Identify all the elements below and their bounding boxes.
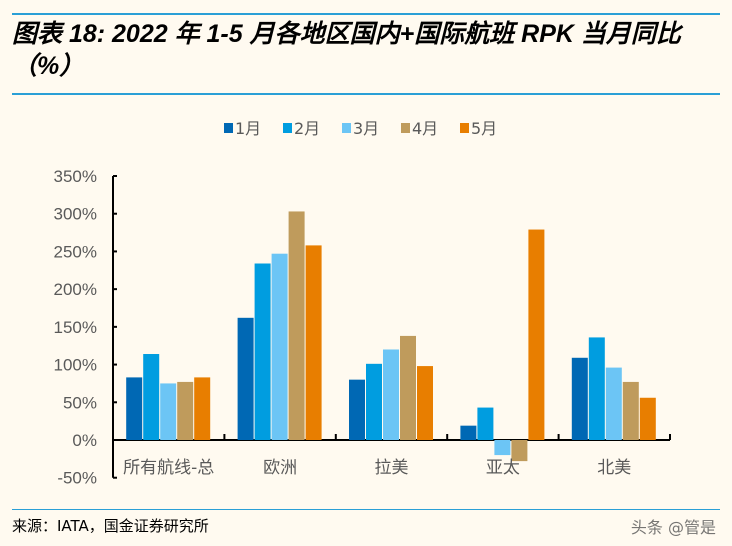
x-category-label: 北美 [597, 458, 631, 478]
legend-label: 1月 [235, 119, 261, 138]
bar-4-1 [177, 381, 194, 440]
bar-4-5 [622, 381, 639, 440]
source-note: 来源：IATA，国金证券研究所 [12, 517, 209, 535]
y-tick-label: 100% [54, 356, 97, 375]
y-tick-label: 250% [54, 242, 97, 261]
x-category-label: 亚太 [486, 458, 520, 478]
legend-label: 2月 [294, 119, 320, 138]
bar-2-5 [588, 337, 605, 440]
bar-4-3 [400, 335, 416, 440]
source-rule [12, 509, 720, 510]
bar-5-2 [305, 245, 322, 440]
bar-4-2 [288, 211, 305, 440]
bar-1-1 [126, 377, 143, 440]
bar-1-4 [460, 425, 477, 440]
bar-2-2 [254, 263, 271, 440]
legend-label: 3月 [353, 119, 379, 138]
title-top-rule [12, 13, 720, 15]
legend-label: 5月 [471, 119, 497, 138]
bar-1-2 [237, 317, 254, 440]
bar-1-3 [349, 379, 365, 440]
legend-swatch [401, 123, 410, 133]
bar-4-4 [511, 440, 528, 462]
x-category-label: 欧洲 [263, 458, 297, 478]
bar-3-2 [271, 253, 288, 440]
bar-1-5 [571, 357, 588, 440]
bar-5-3 [417, 366, 433, 440]
y-tick-label: 150% [54, 318, 97, 337]
x-category-label: 拉美 [375, 458, 409, 478]
bar-5-5 [639, 397, 656, 440]
bar-3-3 [383, 349, 399, 440]
y-tick-label: 200% [54, 280, 97, 299]
watermark: 头条 @管是 [630, 518, 716, 537]
y-tick-label: 350% [54, 167, 97, 186]
bar-5-1 [194, 377, 211, 440]
legend-swatch [342, 123, 351, 133]
bar-5-4 [528, 229, 545, 440]
legend-label: 4月 [412, 119, 438, 138]
y-tick-label: 50% [63, 393, 97, 412]
y-tick-label: -50% [57, 469, 97, 488]
bar-2-3 [366, 363, 382, 440]
bar-chart: 1月 2月 3月 4月 5月 -50% 0% 50% 100% 150% 200% 250% 300% 3… [54, 119, 671, 488]
chart-title: 图表 18: 2022 年 1-5 月各地区国内+国际航班 RPK 当月同比（%… [12, 20, 681, 80]
legend-swatch [283, 123, 292, 133]
y-tick-label: 300% [54, 205, 97, 224]
bar-2-4 [477, 407, 494, 440]
bar-3-1 [160, 383, 177, 440]
title-bottom-rule [12, 93, 720, 95]
legend-swatch [224, 123, 233, 133]
legend-swatch [460, 123, 469, 133]
bar-2-1 [143, 354, 160, 440]
x-category-label: 所有航线-总 [123, 458, 214, 478]
bar-3-5 [605, 367, 622, 440]
y-tick-label: 0% [72, 431, 97, 450]
bar-3-4 [494, 440, 511, 456]
